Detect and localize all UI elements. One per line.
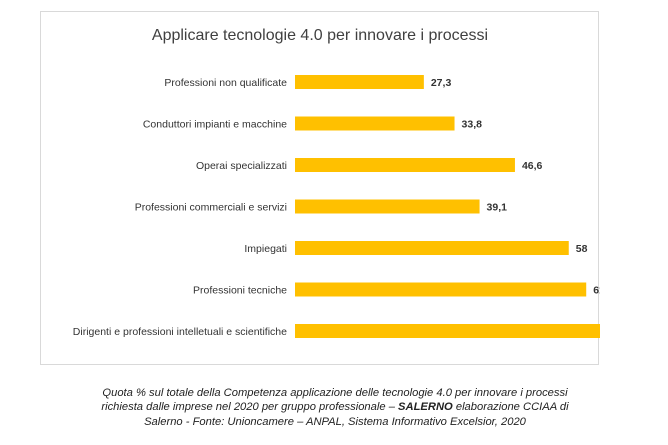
value-label: 33,8 bbox=[462, 119, 483, 131]
caption-line-2-start: richiesta dalle imprese nel 2020 per gru… bbox=[101, 401, 399, 414]
bar-chart: Applicare tecnologie 4.0 per innovare i … bbox=[73, 27, 600, 338]
category-label: Operai specializzati bbox=[196, 160, 287, 172]
bar bbox=[295, 75, 424, 89]
caption-line-3: Salerno - Fonte: Unioncamere – ANPAL, Si… bbox=[144, 415, 526, 428]
bar bbox=[295, 158, 515, 172]
bar bbox=[295, 241, 569, 255]
chart-title: Applicare tecnologie 4.0 per innovare i … bbox=[152, 27, 488, 44]
caption-line-1: Quota % sul totale della Competenza appl… bbox=[102, 387, 568, 399]
bars-layer: Professioni non qualificate 27,3 Conduttor… bbox=[73, 75, 600, 338]
value-label: 39,1 bbox=[487, 202, 508, 214]
chart-caption: Quota % sul totale della Competenza appl… bbox=[20, 386, 650, 429]
category-label: Conduttori impianti e macchine bbox=[143, 119, 287, 131]
bar bbox=[295, 324, 600, 338]
category-label: Professioni commerciali e servizi bbox=[135, 202, 287, 214]
value-label: 27,3 bbox=[431, 77, 452, 89]
category-label: Professioni non qualificate bbox=[164, 77, 287, 89]
bar bbox=[295, 282, 587, 297]
value-label: 61,7 bbox=[593, 285, 600, 297]
value-label: 46,6 bbox=[522, 160, 543, 172]
bar bbox=[295, 116, 455, 131]
category-label: Professioni tecniche bbox=[193, 285, 287, 297]
value-label: 58 bbox=[576, 243, 588, 255]
category-label: Dirigenti e professioni intelletuali e s… bbox=[73, 326, 287, 338]
chart-area: Applicare tecnologie 4.0 per innovare i … bbox=[40, 11, 600, 365]
caption-line-2: richiesta dalle imprese nel 2020 per gru… bbox=[20, 400, 650, 414]
caption-line-2-end: elaborazione CCIAA di bbox=[452, 401, 569, 414]
caption-location: SALERNO bbox=[398, 401, 453, 414]
bar bbox=[295, 199, 480, 214]
category-label: Impiegati bbox=[244, 243, 287, 255]
